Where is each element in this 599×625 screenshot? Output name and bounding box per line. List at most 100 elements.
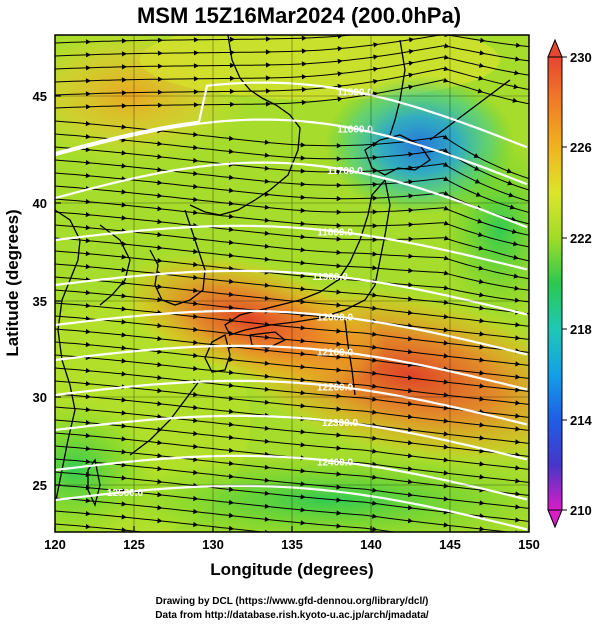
wind-arrowhead — [300, 442, 306, 448]
wind-streamline — [55, 302, 529, 353]
wind-arrowhead — [336, 182, 342, 188]
wind-arrowhead — [157, 466, 163, 472]
wind-arrowhead — [407, 414, 414, 420]
wind-streamline — [55, 328, 529, 379]
wind-arrowhead — [443, 327, 449, 333]
wind-arrowhead — [264, 373, 270, 379]
wind-streamline — [55, 67, 529, 96]
wind-arrowhead — [265, 36, 271, 42]
wind-arrowhead — [121, 527, 127, 532]
wind-arrowhead — [372, 409, 378, 415]
wind-streamlines — [55, 35, 529, 532]
colorbar-tick-label: 210 — [570, 503, 592, 518]
wind-arrowhead — [157, 50, 163, 56]
colorbar-tick-marks — [562, 56, 567, 511]
wind-streamline — [55, 79, 529, 109]
wind-arrowhead — [264, 490, 270, 496]
wind-arrowhead — [264, 243, 270, 249]
wind-arrowhead — [407, 349, 414, 355]
wind-streamline — [55, 120, 529, 180]
wind-arrowhead — [373, 66, 379, 72]
wind-arrowhead — [407, 375, 414, 381]
contour-label: 12500.0 — [107, 488, 144, 499]
wind-arrowhead — [157, 37, 163, 43]
wind-arrowhead — [336, 484, 342, 490]
x-tick-label: 150 — [518, 537, 540, 552]
wind-arrowhead — [407, 310, 414, 316]
wind-arrowhead — [228, 213, 235, 219]
wind-arrowhead — [157, 232, 163, 238]
wind-arrowhead — [85, 290, 91, 296]
wind-arrowhead — [228, 239, 235, 245]
wind-arrowhead — [479, 383, 485, 389]
x-tick-label: 130 — [202, 537, 224, 552]
x-tick-label: 125 — [123, 537, 145, 552]
wind-arrowhead — [157, 167, 163, 173]
wind-arrowhead — [264, 477, 270, 483]
wind-arrowhead — [300, 142, 306, 148]
wind-arrowhead — [228, 356, 235, 362]
wind-arrowhead — [301, 74, 307, 80]
wind-arrowhead — [85, 524, 91, 530]
wind-arrowhead — [515, 413, 521, 419]
contour-label: 11600.0 — [337, 125, 373, 136]
wind-arrowhead — [372, 237, 378, 243]
wind-arrowhead — [264, 256, 270, 262]
wind-arrowhead — [336, 536, 341, 541]
wind-arrowhead — [475, 191, 482, 197]
wind-arrowhead — [121, 345, 127, 351]
wind-arrowhead — [407, 505, 414, 511]
wind-arrowhead — [443, 314, 449, 320]
wind-arrowhead — [228, 278, 235, 284]
wind-arrowhead — [408, 179, 414, 185]
contour-label: 12000.0 — [317, 312, 354, 323]
wind-streamline — [55, 289, 529, 340]
wind-arrowhead — [85, 407, 91, 413]
wind-arrowhead — [407, 492, 414, 498]
wind-arrowhead — [85, 394, 91, 400]
wind-arrowhead — [121, 410, 127, 416]
contour-line — [55, 414, 528, 461]
wind-arrowhead — [85, 446, 91, 452]
wind-arrowhead — [443, 353, 449, 359]
wind-arrowhead — [193, 521, 199, 528]
x-tick-label: 140 — [360, 537, 382, 552]
wind-arrowhead — [336, 169, 342, 175]
wind-arrowhead — [477, 232, 484, 237]
wind-arrowhead — [121, 475, 127, 481]
wind-arrowhead — [407, 453, 414, 459]
wind-arrowhead — [408, 37, 415, 43]
wind-arrowhead — [85, 104, 91, 110]
wind-arrowhead — [157, 492, 163, 498]
wind-arrowhead — [157, 505, 163, 511]
wind-arrowhead — [265, 101, 271, 107]
wind-arrowhead — [336, 209, 342, 215]
wind-arrowhead — [336, 302, 342, 308]
wind-arrowhead — [193, 157, 199, 164]
wind-arrowhead — [193, 89, 199, 95]
contour-label: 11900.0 — [312, 272, 348, 283]
wind-arrowhead — [300, 494, 306, 500]
wind-arrowhead — [85, 498, 91, 504]
wind-streamline — [55, 380, 529, 431]
wind-arrowhead — [228, 304, 235, 310]
wind-arrowhead — [121, 449, 127, 455]
wind-arrowhead — [508, 192, 514, 198]
wind-arrowhead — [228, 434, 235, 440]
wind-arrowhead — [228, 174, 235, 180]
wind-arrowhead — [157, 518, 163, 524]
wind-arrowhead — [479, 461, 485, 467]
wind-arrowhead — [407, 336, 414, 342]
wind-arrowhead — [121, 90, 127, 96]
y-axis-label: Latitude (degrees) — [3, 209, 22, 356]
contour-line — [55, 484, 528, 531]
wind-arrowhead — [443, 392, 449, 398]
contour-label: 11700.0 — [327, 166, 363, 177]
wind-arrowhead — [193, 391, 199, 398]
wind-arrowhead — [443, 444, 449, 450]
wind-arrowhead — [300, 181, 306, 187]
wind-arrowhead — [265, 62, 271, 68]
wind-arrowhead — [157, 206, 163, 212]
wind-streamline — [55, 45, 529, 70]
wind-arrowhead — [336, 549, 341, 554]
